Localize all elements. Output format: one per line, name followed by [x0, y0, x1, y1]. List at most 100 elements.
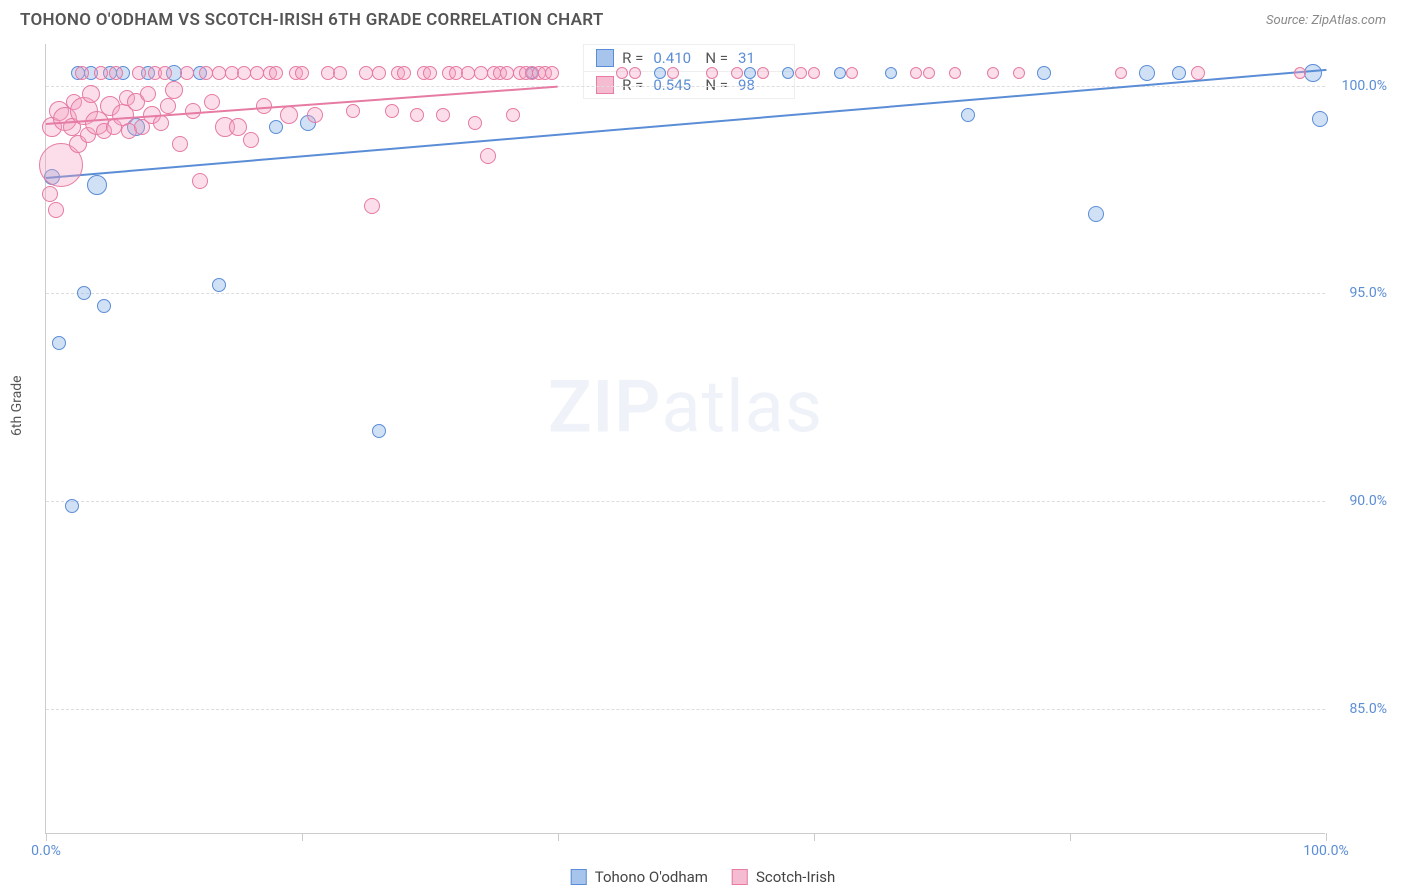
scatter-point-scotch: [1013, 67, 1025, 79]
plot-area: ZIPatlas R = 0.410 N = 31 R = 0.545 N = …: [45, 44, 1325, 834]
scatter-point-scotch: [731, 67, 743, 79]
scatter-point-scotch: [616, 67, 628, 79]
y-tick-label: 90.0%: [1332, 493, 1387, 509]
x-tick: [46, 833, 47, 841]
scatter-point-scotch: [140, 86, 156, 102]
scatter-point-scotch: [185, 103, 201, 119]
scatter-point-scotch: [795, 67, 807, 79]
scatter-point-scotch: [94, 66, 108, 80]
scatter-point-scotch: [180, 66, 194, 80]
x-tick: [1070, 833, 1071, 841]
scatter-point-scotch: [706, 67, 718, 79]
scatter-point-scotch: [346, 104, 360, 118]
scatter-point-scotch: [949, 67, 961, 79]
scatter-point-scotch: [109, 66, 123, 80]
scatter-point-scotch: [269, 66, 283, 80]
scatter-point-scotch: [372, 66, 386, 80]
scatter-point-tohono: [77, 286, 91, 300]
scatter-point-scotch: [243, 132, 259, 148]
scatter-point-scotch: [397, 66, 411, 80]
scatter-point-scotch: [82, 85, 100, 103]
scatter-point-scotch: [295, 66, 309, 80]
scatter-point-scotch: [204, 94, 220, 110]
legend-item-tohono: Tohono O'odham: [571, 868, 708, 886]
gridline: [46, 709, 1325, 710]
scatter-point-tohono: [961, 108, 975, 122]
y-tick-label: 95.0%: [1332, 285, 1387, 301]
scatter-point-scotch: [192, 173, 208, 189]
y-tick-label: 85.0%: [1332, 701, 1387, 717]
scatter-point-tohono: [654, 67, 666, 79]
scatter-point-scotch: [158, 66, 172, 80]
watermark-atlas: atlas: [661, 364, 823, 449]
scatter-point-scotch: [846, 67, 858, 79]
source-attribution: Source: ZipAtlas.com: [1266, 13, 1386, 28]
scatter-point-scotch: [307, 107, 323, 123]
source-prefix: Source:: [1266, 13, 1311, 28]
chart-title: TOHONO O'ODHAM VS SCOTCH-IRISH 6TH GRADE…: [20, 10, 604, 30]
r-value-tohono: 0.410: [653, 49, 697, 67]
scatter-point-scotch: [280, 106, 298, 124]
scatter-point-tohono: [212, 278, 226, 292]
scatter-point-tohono: [65, 499, 79, 513]
n-label: N =: [705, 49, 728, 67]
scatter-point-scotch: [667, 67, 679, 79]
scatter-point-scotch: [1115, 67, 1127, 79]
swatch-tohono: [596, 49, 614, 67]
watermark-zip: ZIP: [548, 364, 661, 449]
gridline: [46, 501, 1325, 502]
scatter-point-scotch: [42, 186, 58, 202]
swatch-tohono-icon: [571, 869, 587, 885]
legend-label-scotch: Scotch-Irish: [756, 868, 835, 886]
x-tick: [1326, 833, 1327, 841]
x-tick-label: 0.0%: [31, 843, 61, 859]
scatter-point-scotch: [987, 67, 999, 79]
legend-item-scotch: Scotch-Irish: [732, 868, 835, 886]
chart-container: 6th Grade ZIPatlas R = 0.410 N = 31 R = …: [45, 44, 1396, 852]
x-tick-label: 100.0%: [1303, 843, 1348, 859]
source-name: ZipAtlas.com: [1311, 13, 1386, 28]
chart-header: TOHONO O'ODHAM VS SCOTCH-IRISH 6TH GRADE…: [0, 0, 1406, 36]
scatter-point-scotch: [160, 98, 176, 114]
legend-label-tohono: Tohono O'odham: [595, 868, 708, 886]
scatter-point-scotch: [545, 66, 559, 80]
scatter-point-tohono: [744, 67, 756, 79]
scatter-point-scotch: [923, 67, 935, 79]
scatter-point-scotch: [1191, 66, 1205, 80]
scatter-point-tohono: [269, 120, 283, 134]
scatter-point-tohono: [1139, 65, 1155, 81]
r-label: R =: [622, 49, 643, 67]
x-tick: [814, 833, 815, 841]
scatter-point-tohono: [782, 67, 794, 79]
scatter-point-tohono: [834, 67, 846, 79]
scatter-point-scotch: [165, 81, 183, 99]
scatter-point-tohono: [52, 336, 66, 350]
scatter-point-scotch: [75, 66, 89, 80]
x-tick: [558, 833, 559, 841]
scatter-point-scotch: [132, 66, 146, 80]
scatter-point-scotch: [757, 67, 769, 79]
series-legend: Tohono O'odham Scotch-Irish: [571, 868, 836, 886]
gridline: [46, 293, 1325, 294]
scatter-point-scotch: [910, 67, 922, 79]
scatter-point-tohono: [1312, 111, 1328, 127]
scatter-point-scotch: [48, 202, 64, 218]
scatter-point-scotch: [153, 115, 169, 131]
scatter-point-scotch: [506, 108, 520, 122]
scatter-point-scotch: [436, 108, 450, 122]
y-tick-label: 100.0%: [1332, 78, 1387, 94]
scatter-point-scotch: [468, 116, 482, 130]
scatter-point-scotch: [385, 104, 399, 118]
scatter-point-scotch: [364, 198, 380, 214]
scatter-point-tohono: [1172, 66, 1186, 80]
scatter-point-tohono: [97, 299, 111, 313]
scatter-point-tohono: [885, 67, 897, 79]
scatter-point-scotch: [423, 66, 437, 80]
watermark: ZIPatlas: [548, 364, 823, 449]
scatter-point-scotch: [410, 108, 424, 122]
scatter-point-tohono: [87, 175, 107, 195]
x-tick: [302, 833, 303, 841]
scatter-point-scotch: [1294, 67, 1306, 79]
n-value-tohono: 31: [738, 49, 782, 67]
scatter-point-scotch: [629, 67, 641, 79]
